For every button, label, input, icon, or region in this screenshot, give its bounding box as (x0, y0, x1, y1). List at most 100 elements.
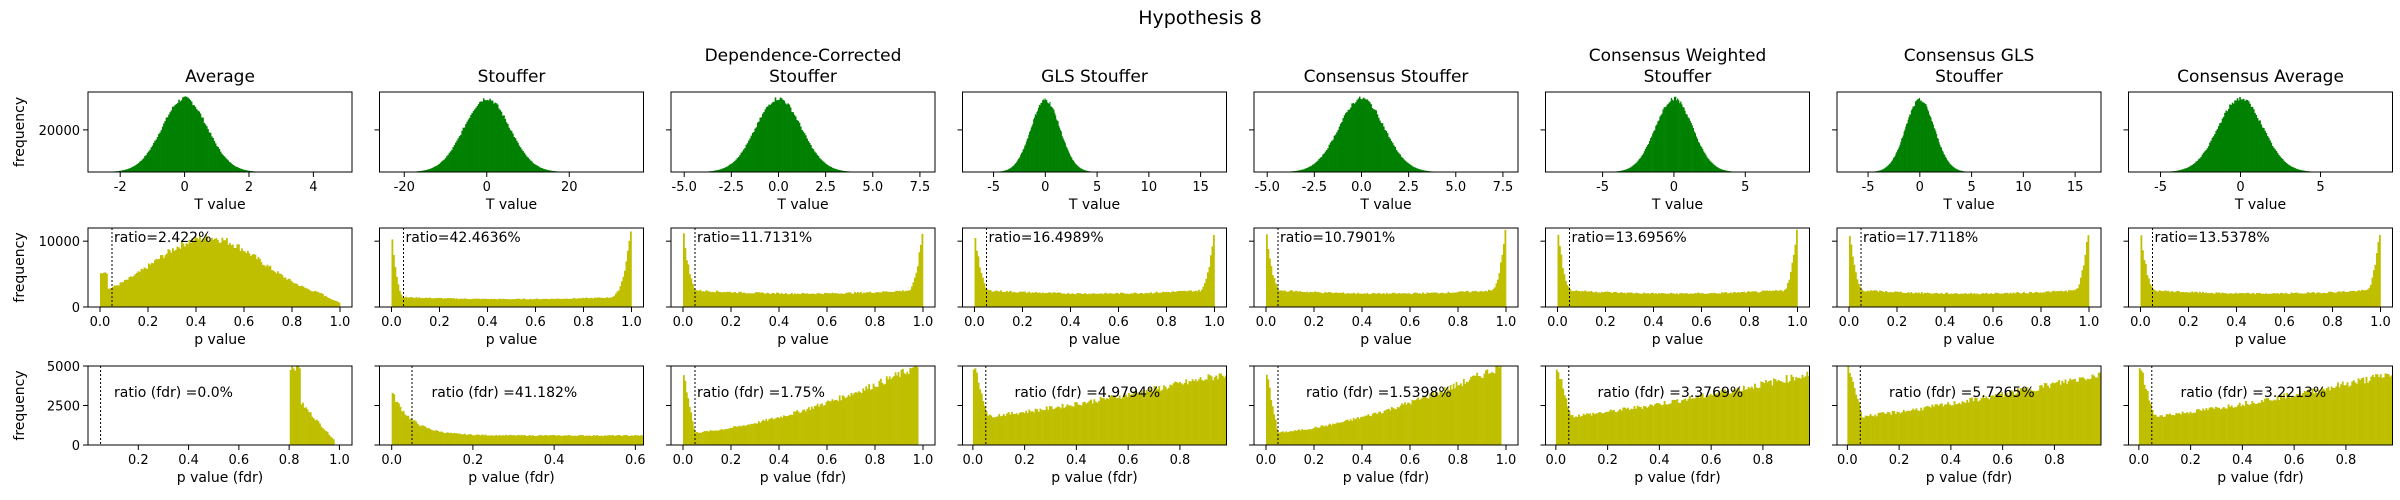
x-tick-label: 0.2 (429, 315, 450, 330)
histogram-bar (1330, 292, 1333, 307)
histogram-bar (1855, 394, 1858, 445)
histogram-bar (1081, 293, 1083, 307)
histogram-bar (1476, 372, 1478, 445)
histogram-bar (1489, 373, 1492, 445)
histogram-bar (175, 249, 177, 307)
histogram-bar (2266, 293, 2269, 307)
histogram-bar (2181, 291, 2183, 307)
histogram-bar (994, 291, 996, 307)
histogram-bar (1614, 291, 1617, 307)
histogram-bar (170, 110, 173, 172)
histogram-bar (1563, 395, 1566, 445)
histogram-bar (902, 290, 904, 307)
histogram-bar (1781, 290, 1783, 307)
histogram-bar (1077, 404, 1080, 445)
histogram-bar (1088, 293, 1091, 307)
histogram-bar (2344, 385, 2347, 445)
histogram-bar (2151, 410, 2154, 445)
histogram-bar (762, 292, 765, 307)
histogram-bar (1429, 292, 1432, 307)
histogram-bar (1436, 392, 1439, 445)
histogram-bar (1954, 293, 1956, 307)
x-tick-label: 1.0 (1204, 315, 1225, 330)
histogram-bar (805, 411, 807, 445)
histogram-bar (574, 298, 577, 307)
histogram-bar (154, 260, 156, 307)
histogram-bar (1043, 100, 1045, 172)
histogram-bar (312, 418, 315, 445)
histogram-bar (209, 240, 212, 307)
histogram-bar (746, 424, 748, 445)
histogram-bar (1051, 107, 1053, 172)
histogram-bar (730, 427, 732, 445)
x-tick-label: 0.6 (525, 315, 546, 330)
histogram-bar (2377, 241, 2380, 307)
histogram-bar (1611, 293, 1614, 307)
histogram-bar (178, 247, 180, 307)
panel-4: GLS Stouffer-5 0 5 10 15T valueratio=16.4989… (957, 67, 1227, 486)
histogram-bar (1601, 291, 1603, 307)
histogram-bar (1943, 153, 1945, 172)
x-tick-label: 10 (1141, 180, 1158, 195)
histogram-bar (1667, 293, 1669, 307)
histogram-bar (2018, 390, 2021, 445)
histogram-bar (2240, 406, 2243, 445)
histogram-bar (1063, 408, 1066, 445)
histogram-bar (486, 435, 488, 445)
histogram-bar (1188, 381, 1191, 445)
histogram-bar (1927, 292, 1929, 307)
histogram-bar (743, 292, 745, 307)
histogram-bar (743, 149, 745, 172)
histogram-bar (130, 276, 132, 307)
histogram-bar (1312, 292, 1315, 307)
histogram-bar (1056, 406, 1059, 445)
histogram-bar (2186, 167, 2189, 172)
histogram-bar (1862, 290, 1865, 307)
histogram-bar (832, 168, 835, 172)
histogram-bar (161, 255, 164, 307)
histogram-bar (1405, 161, 1408, 172)
histogram-bar (801, 129, 803, 172)
histogram-bar (1064, 406, 1067, 445)
histogram-bar (1010, 167, 1012, 172)
histogram-bar (767, 106, 769, 172)
histogram-bar (1711, 395, 1714, 445)
histogram-bar (242, 251, 245, 307)
histogram-bar (2308, 292, 2311, 307)
histogram-bar (441, 161, 443, 172)
histogram-bar (1268, 387, 1271, 445)
histogram-bar (2087, 235, 2090, 307)
histogram-bar (718, 169, 721, 172)
histogram-bar (1949, 163, 1951, 172)
histogram-bar (744, 426, 747, 445)
histogram-bar (1924, 292, 1926, 307)
histogram-bar (1423, 293, 1426, 307)
histogram-bar (547, 435, 550, 445)
histogram-bar (732, 292, 735, 307)
histogram-bar (1215, 375, 1218, 445)
histogram-bar (782, 415, 785, 445)
histogram-bar (1620, 292, 1623, 307)
histogram-bar (2190, 292, 2192, 307)
histogram-bar (719, 291, 721, 307)
histogram-bar (1365, 293, 1367, 307)
histogram-bar (1492, 372, 1495, 445)
histogram-bar (1893, 157, 1895, 172)
histogram-bar (133, 275, 135, 307)
histogram-bar (145, 268, 147, 307)
histogram-bar (508, 127, 510, 172)
histogram-bar (2370, 376, 2373, 445)
histogram-bar (1867, 290, 1869, 307)
histogram-bar (988, 414, 991, 445)
histogram-bar (1901, 137, 1904, 172)
histogram-bar (1912, 293, 1914, 307)
histogram-bar (1969, 397, 1972, 445)
histogram-bar (1629, 167, 1631, 172)
histogram-bar (2209, 142, 2211, 172)
histogram-bar (1210, 376, 1213, 445)
histogram-bar (565, 298, 568, 307)
histogram-bar (427, 428, 430, 445)
histogram-bar (1573, 417, 1576, 445)
histogram-bar (1485, 370, 1487, 445)
histogram-bar (1455, 381, 1458, 445)
